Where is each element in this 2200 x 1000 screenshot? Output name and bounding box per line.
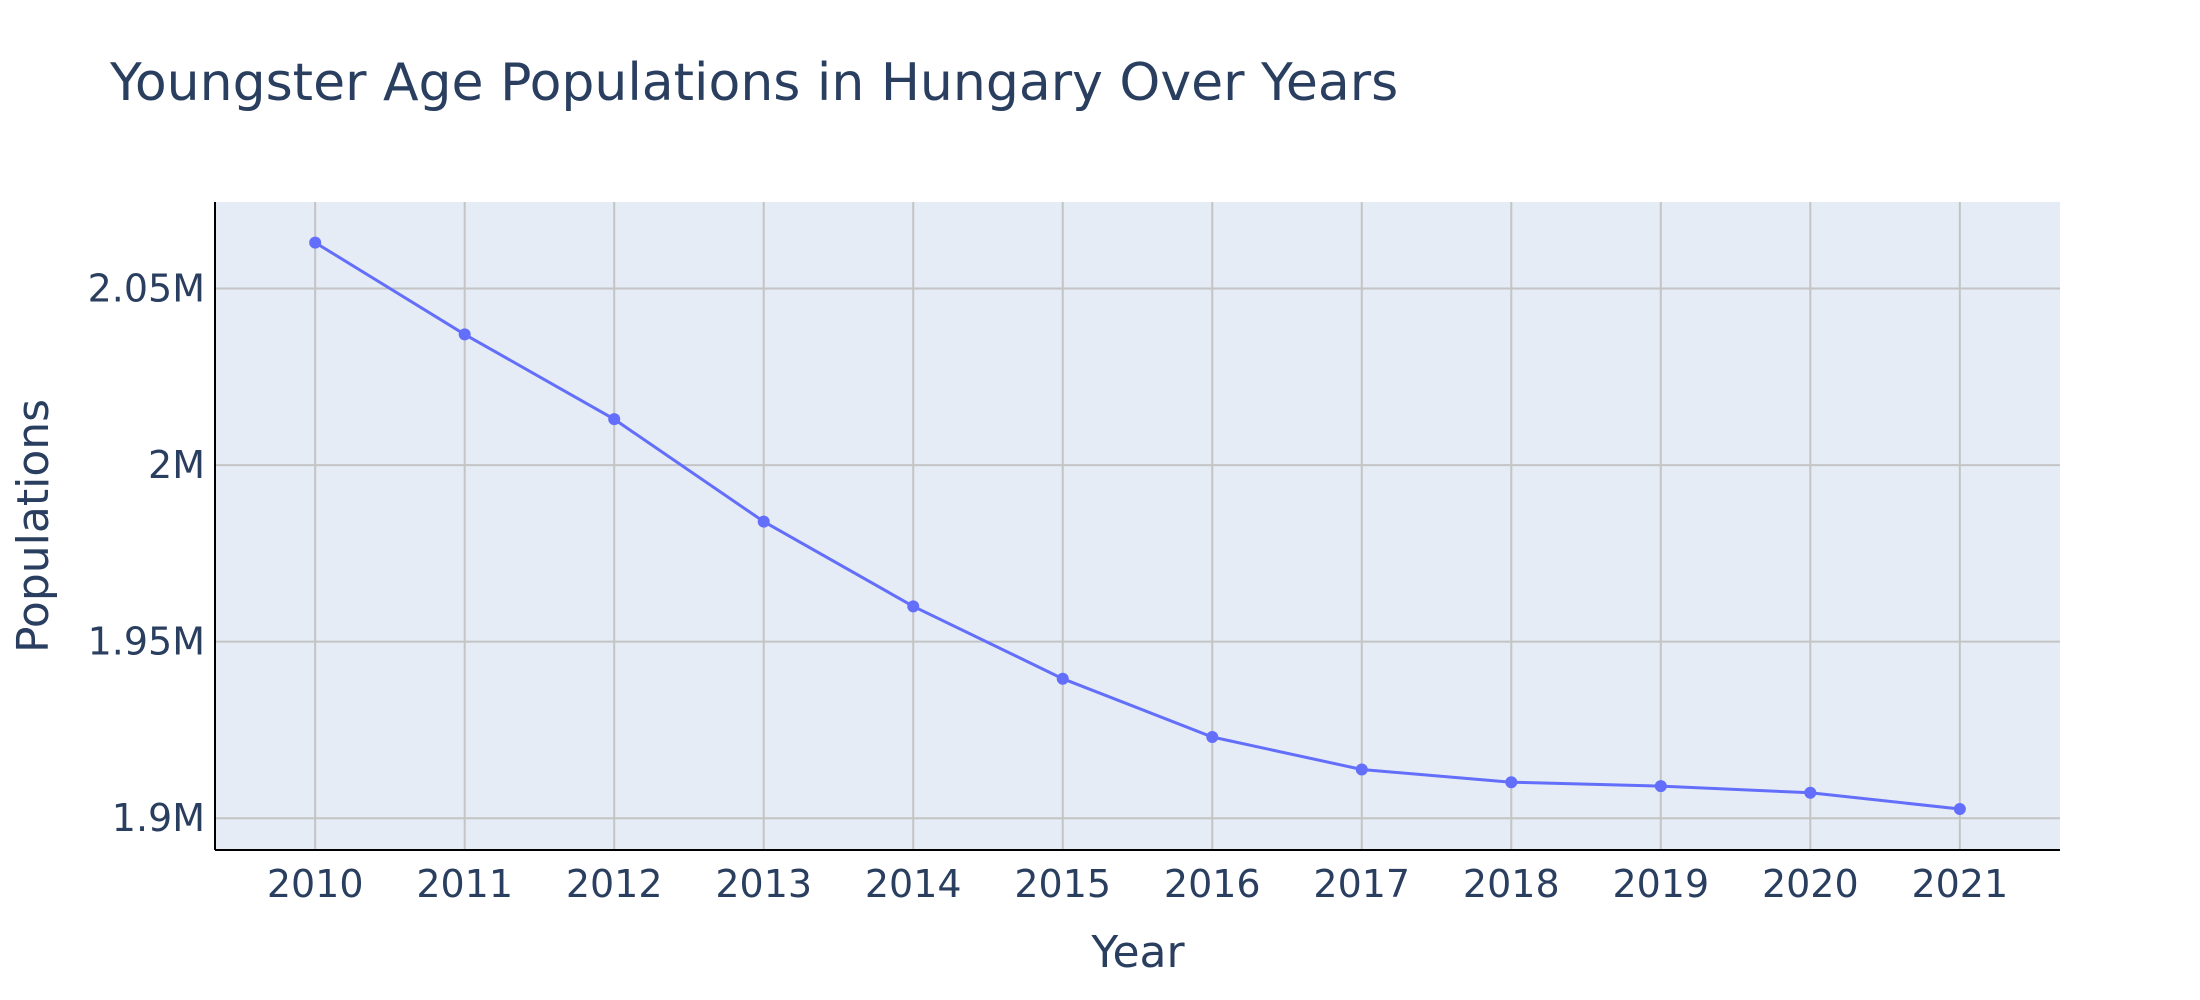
x-tick-label: 2010 <box>267 862 364 906</box>
grid-lines <box>215 202 2060 850</box>
plot-background <box>215 202 2060 850</box>
data-point <box>1505 776 1518 789</box>
data-point <box>757 515 770 528</box>
y-axis-title: Populations <box>8 399 59 653</box>
chart-title: Youngster Age Populations in Hungary Ove… <box>109 53 1398 113</box>
data-point <box>1654 780 1667 793</box>
x-tick-label: 2015 <box>1014 862 1111 906</box>
y-tick-label: 2.05M <box>88 267 205 311</box>
data-point <box>608 413 621 426</box>
x-tick-label: 2012 <box>566 862 663 906</box>
x-axis-title: Year <box>1090 927 1185 978</box>
x-tick-label: 2018 <box>1463 862 1560 906</box>
x-tick-label: 2017 <box>1313 862 1410 906</box>
x-tick-label: 2020 <box>1762 862 1859 906</box>
data-point <box>1355 763 1368 776</box>
x-axis-ticks: 2010 2011 2012 2013 2014 2015 2016 2017 2018 2019… <box>267 862 2008 906</box>
x-tick-label: 2021 <box>1911 862 2008 906</box>
data-series <box>309 236 1966 816</box>
data-point <box>1056 672 1069 685</box>
data-point <box>1804 786 1817 799</box>
data-point <box>309 236 322 249</box>
data-point <box>458 328 471 341</box>
x-tick-label: 2013 <box>715 862 812 906</box>
y-tick-label: 1.95M <box>88 620 205 664</box>
data-point <box>907 600 920 613</box>
x-tick-label: 2014 <box>865 862 962 906</box>
series-line <box>314 241 1960 811</box>
data-point <box>1206 730 1219 743</box>
y-tick-label: 1.9M <box>112 796 205 840</box>
x-tick-label: 2016 <box>1164 862 1261 906</box>
y-tick-label: 2M <box>148 443 205 487</box>
data-point <box>1953 803 1966 816</box>
axes <box>214 202 2060 851</box>
x-tick-label: 2019 <box>1612 862 1709 906</box>
y-axis-ticks: 1.9M 1.95M 2M 2.05M <box>88 267 205 841</box>
x-tick-label: 2011 <box>416 862 513 906</box>
